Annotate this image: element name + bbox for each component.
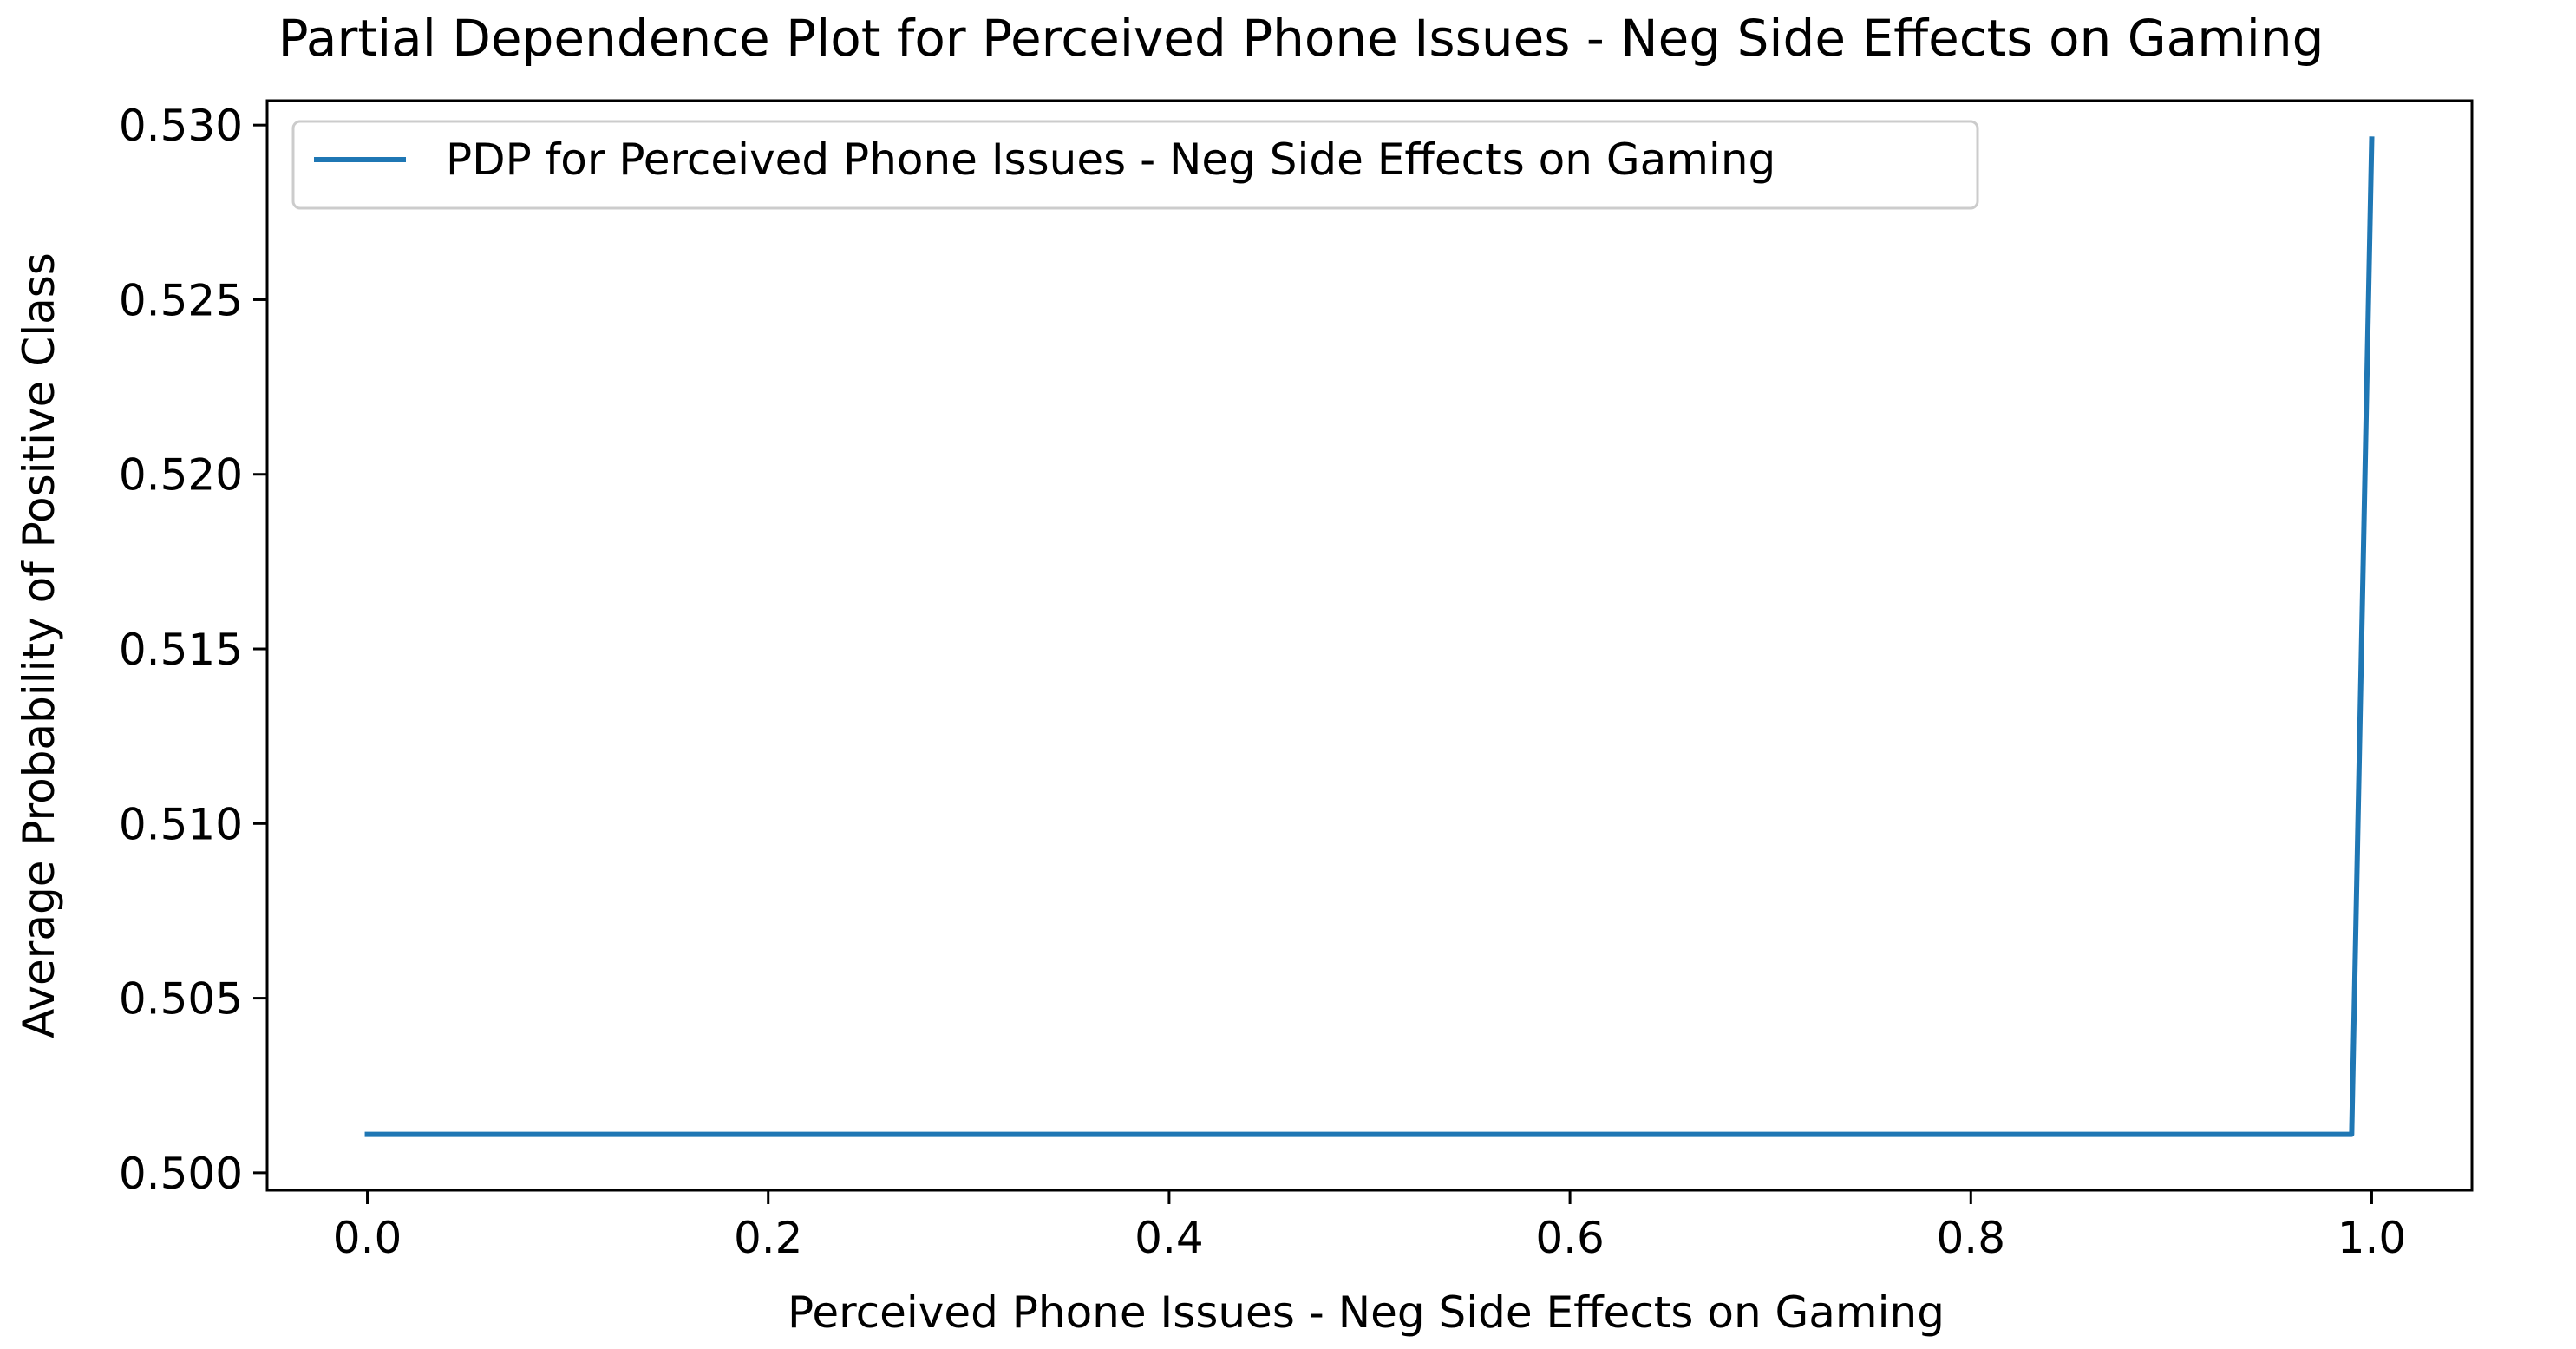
x-axis-ticks: 0.0 0.2 0.4 0.6 0.8 1.0 bbox=[333, 1190, 2406, 1263]
x-tick-label: 0.6 bbox=[1535, 1213, 1605, 1263]
legend-frame bbox=[291, 120, 1979, 210]
series-layer bbox=[364, 136, 2375, 1137]
y-axis-ticks: 0.500 0.505 0.510 0.515 0.520 0.525 0.530 bbox=[119, 101, 267, 1199]
y-tick-label: 0.530 bbox=[119, 101, 243, 151]
x-axis-label: Perceived Phone Issues - Neg Side Effect… bbox=[788, 1287, 1945, 1338]
legend: PDP for Perceived Phone Issues - Neg Sid… bbox=[291, 120, 1979, 210]
x-tick-label: 0.4 bbox=[1134, 1213, 1204, 1263]
y-tick-label: 0.515 bbox=[119, 625, 243, 675]
x-tick-label: 1.0 bbox=[2337, 1213, 2407, 1263]
x-tick-label: 0.0 bbox=[333, 1213, 402, 1263]
y-tick-label: 0.520 bbox=[119, 450, 243, 501]
chart-title: Partial Dependence Plot for Perceived Ph… bbox=[278, 9, 2324, 68]
legend-entry-label: PDP for Perceived Phone Issues - Neg Sid… bbox=[446, 134, 1775, 185]
pdp-series-line bbox=[364, 136, 2375, 1137]
plot-area: 0.0 0.2 0.4 0.6 0.8 1.0 0.5000.5050.5100.5150… bbox=[119, 99, 2474, 1263]
y-tick-label: 0.500 bbox=[119, 1149, 243, 1199]
x-tick-label: 0.2 bbox=[734, 1213, 803, 1263]
x-tick-label: 0.8 bbox=[1937, 1213, 2006, 1263]
axes-frame bbox=[265, 99, 2474, 1192]
y-tick-label: 0.510 bbox=[119, 799, 243, 849]
y-tick-label: 0.525 bbox=[119, 275, 243, 325]
y-tick-label: 0.505 bbox=[119, 974, 243, 1025]
y-axis-label: Average Probability of Positive Class bbox=[14, 252, 64, 1038]
